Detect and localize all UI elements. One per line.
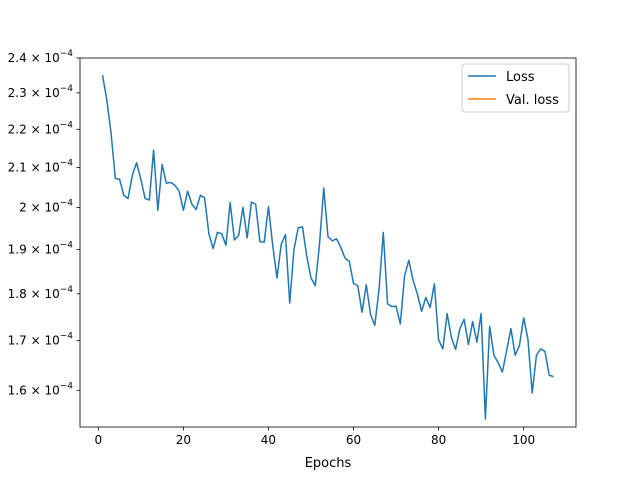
x-axis-title: Epochs: [305, 456, 352, 471]
plot-area: [79, 57, 577, 428]
y-tick-label: 1.8 × 10−4: [8, 285, 74, 301]
y-tick-label: 2.1 × 10−4: [8, 158, 74, 174]
y-tick-label: 2.2 × 10−4: [8, 120, 74, 136]
x-tick-label: 60: [346, 433, 361, 447]
legend-label: Loss: [506, 70, 535, 85]
y-tick-label: 1.9 × 10−4: [8, 240, 74, 256]
y-tick-label: 1.6 × 10−4: [8, 381, 74, 397]
x-axis: 0 20 40 60 80 100: [94, 427, 535, 447]
legend-label: Val. loss: [506, 93, 559, 108]
y-tick-label: 2.3 × 10−4: [8, 84, 74, 100]
y-tick-label: 1.7 × 10−4: [8, 332, 74, 348]
plot-frame: [79, 57, 577, 428]
legend: Loss Val. loss: [461, 63, 570, 113]
series-line-0: [101, 75, 554, 420]
x-tick-label: 100: [512, 433, 535, 447]
y-axis: 1.6 × 10−4 1.7 × 10−4 1.8 × 10−4 1.9 × 10−4…: [8, 49, 80, 397]
y-tick-label: 2 × 10−4: [19, 198, 73, 214]
x-tick-label: 40: [261, 433, 276, 447]
x-tick-label: 0: [94, 433, 102, 447]
x-tick-label: 20: [176, 433, 191, 447]
y-tick-label: 2.4 × 10−4: [8, 49, 74, 65]
x-tick-label: 80: [431, 433, 446, 447]
